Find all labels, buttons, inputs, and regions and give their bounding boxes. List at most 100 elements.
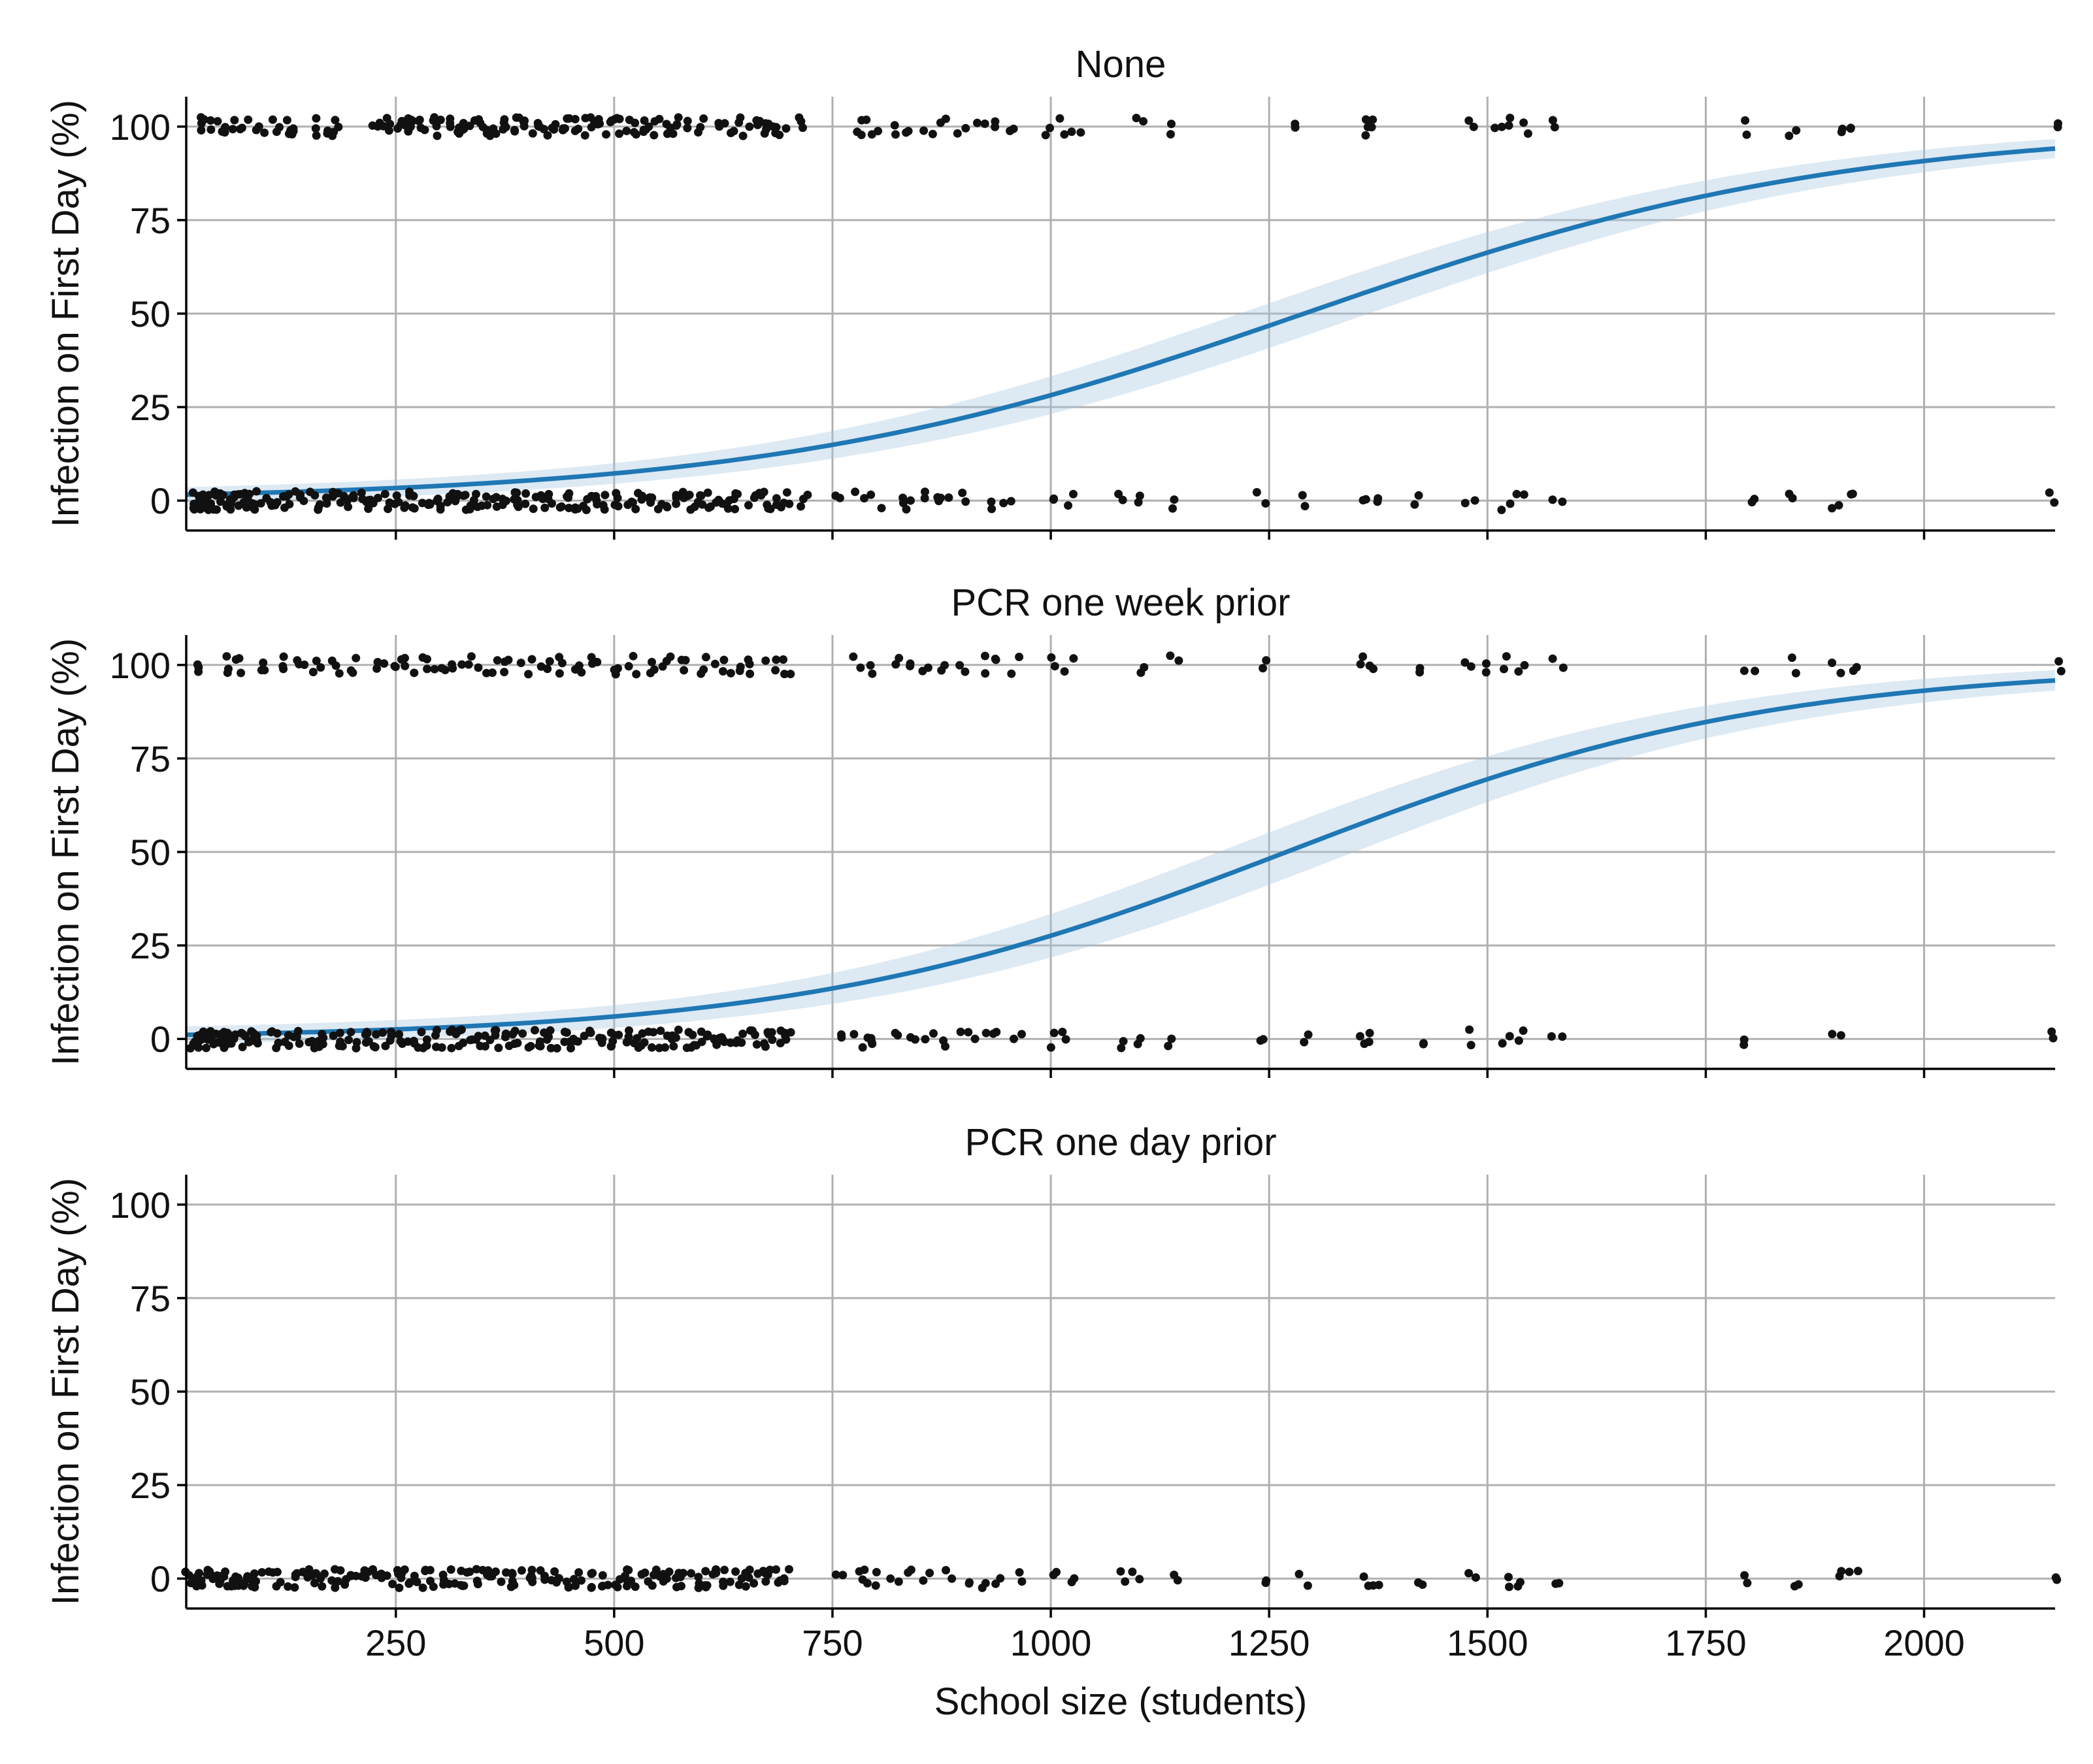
data-point xyxy=(491,1031,500,1040)
data-point xyxy=(622,126,631,135)
data-point xyxy=(512,488,521,497)
data-point xyxy=(1069,654,1078,663)
data-point xyxy=(981,669,990,678)
fit-line xyxy=(186,146,2056,497)
data-point xyxy=(1259,664,1268,673)
data-point xyxy=(1519,490,1528,499)
data-point xyxy=(644,1577,653,1586)
data-point xyxy=(1300,502,1310,511)
data-point xyxy=(524,670,533,679)
data-point xyxy=(418,1583,427,1592)
data-point xyxy=(685,491,694,499)
data-point xyxy=(906,496,915,505)
data-point xyxy=(1838,124,1847,133)
data-point xyxy=(772,1565,780,1574)
data-point xyxy=(991,117,1000,126)
data-point xyxy=(1848,489,1857,498)
data-point xyxy=(316,663,325,672)
data-point xyxy=(555,653,564,662)
data-point xyxy=(672,121,681,130)
data-point xyxy=(1514,1036,1523,1045)
data-point xyxy=(424,500,433,510)
data-point xyxy=(1361,131,1370,140)
data-point xyxy=(1061,1035,1070,1044)
data-point xyxy=(252,487,261,496)
data-point xyxy=(408,116,418,125)
data-point xyxy=(734,1580,744,1590)
data-point xyxy=(1785,131,1794,140)
data-point xyxy=(738,1029,748,1038)
data-point xyxy=(860,494,869,503)
data-point xyxy=(1836,668,1845,678)
data-point xyxy=(1017,1577,1027,1586)
data-point xyxy=(1135,491,1144,500)
data-point xyxy=(613,493,622,502)
data-point xyxy=(989,1029,998,1038)
data-point xyxy=(648,657,656,666)
y-tick-label: 50 xyxy=(130,293,171,335)
data-point xyxy=(1419,1039,1428,1049)
data-point xyxy=(440,666,450,674)
data-point xyxy=(696,123,705,132)
data-point xyxy=(688,1030,697,1039)
data-point xyxy=(2047,1027,2056,1036)
data-point xyxy=(615,129,624,139)
data-point xyxy=(371,1043,380,1052)
x-tick-label: 1500 xyxy=(1447,1622,1528,1663)
data-point xyxy=(744,1573,753,1582)
data-point xyxy=(601,491,610,500)
data-point xyxy=(1790,1582,1799,1591)
data-point xyxy=(260,128,269,137)
data-point xyxy=(1519,1026,1528,1035)
data-point xyxy=(752,116,761,125)
data-point xyxy=(856,663,865,672)
data-point xyxy=(886,1574,895,1583)
data-point xyxy=(744,500,753,510)
data-point xyxy=(252,1576,260,1586)
data-point xyxy=(659,1577,668,1586)
data-point xyxy=(334,122,343,131)
data-point xyxy=(447,1043,456,1053)
data-point xyxy=(373,658,382,666)
data-point xyxy=(221,123,230,132)
data-point xyxy=(510,127,519,136)
data-point xyxy=(690,502,699,512)
data-point xyxy=(928,129,937,139)
data-point xyxy=(725,1577,734,1586)
data-point xyxy=(401,653,409,662)
data-point xyxy=(574,124,583,133)
data-point xyxy=(223,668,232,678)
data-point xyxy=(1015,1568,1024,1577)
data-point xyxy=(431,1031,440,1040)
data-point xyxy=(546,1043,555,1053)
data-point xyxy=(458,1581,467,1590)
data-point xyxy=(719,1581,728,1590)
data-point xyxy=(513,500,522,510)
data-point xyxy=(890,121,899,130)
data-point xyxy=(1298,491,1307,500)
data-point xyxy=(877,504,886,513)
data-point xyxy=(335,1041,344,1051)
data-point xyxy=(703,488,712,497)
data-point xyxy=(557,502,566,511)
data-point xyxy=(548,123,557,133)
data-point xyxy=(939,1036,948,1045)
data-point xyxy=(863,1578,872,1588)
data-point xyxy=(543,664,552,674)
data-point xyxy=(1739,1035,1749,1044)
data-point xyxy=(394,497,403,506)
data-point xyxy=(333,1576,342,1586)
data-point xyxy=(577,1576,585,1585)
data-point xyxy=(1140,662,1149,672)
data-point xyxy=(237,123,246,133)
data-point xyxy=(386,120,395,129)
data-point xyxy=(868,669,877,678)
data-point xyxy=(1128,1567,1137,1576)
data-point xyxy=(539,125,548,134)
data-point xyxy=(1751,666,1760,676)
y-axis-label: Infection on First Day (%) xyxy=(44,638,87,1066)
y-tick-label: 0 xyxy=(150,480,171,521)
data-point xyxy=(2050,498,2059,507)
data-point xyxy=(544,489,553,498)
data-point xyxy=(538,495,548,504)
